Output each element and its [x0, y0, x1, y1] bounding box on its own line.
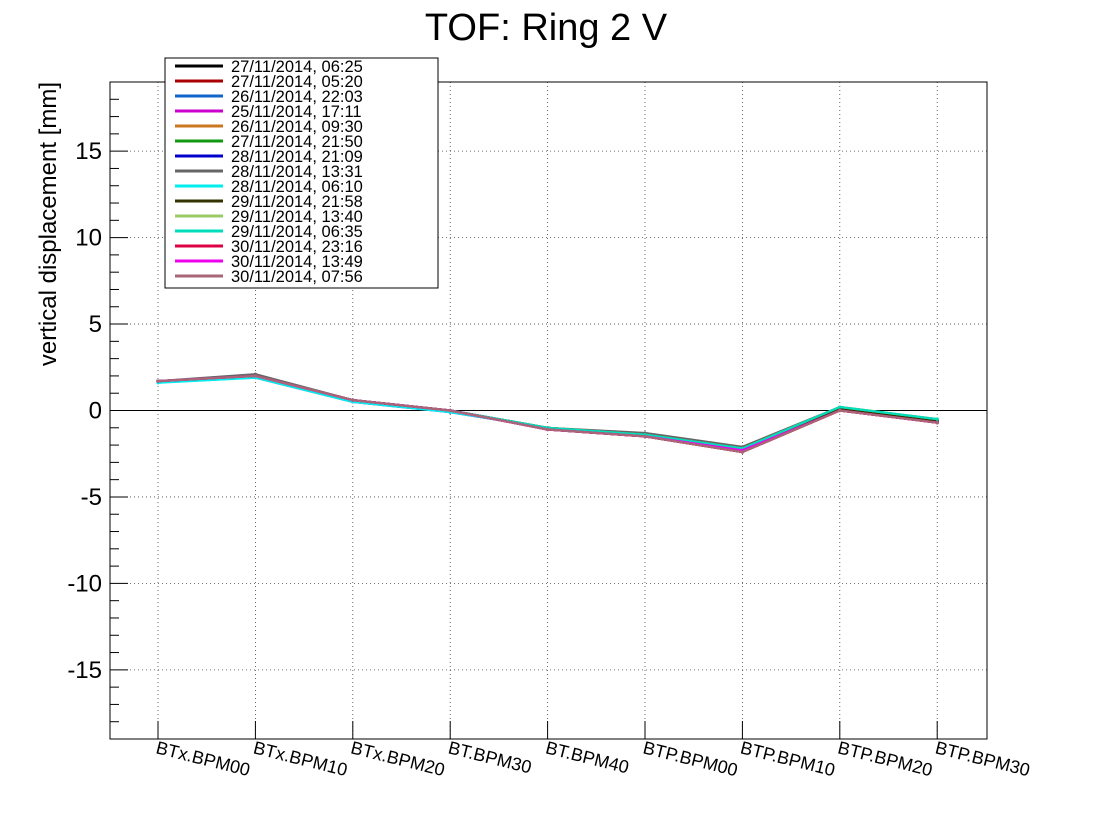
- x-tick-label: BTx.BPM20: [349, 737, 447, 780]
- legend-label: 30/11/2014, 13:49: [231, 253, 363, 271]
- data-point: [253, 374, 257, 378]
- data-point: [838, 405, 842, 409]
- y-tick-label: -5: [81, 484, 102, 511]
- series-line: [157, 376, 938, 450]
- y-tick-label: -10: [67, 570, 102, 597]
- series-line: [157, 374, 938, 452]
- x-tick-label: BTx.BPM10: [251, 737, 349, 780]
- legend-label: 26/11/2014, 22:03: [231, 88, 363, 106]
- data-point: [643, 434, 647, 439]
- chart-title: TOF: Ring 2 V: [425, 7, 668, 49]
- y-axis-label: vertical displacement [mm]: [35, 82, 62, 366]
- data-point: [838, 408, 842, 413]
- legend-label: 28/11/2014, 21:09: [231, 148, 363, 166]
- data-point: [156, 379, 160, 383]
- x-tick-label: BT.BPM30: [446, 737, 533, 777]
- series-group: [156, 374, 939, 452]
- series-line: [157, 374, 938, 452]
- x-axis: BTx.BPM00 BTx.BPM10 BTx.BPM20 BT.BPM30 BT.BP…: [154, 721, 1032, 780]
- y-tick-label: 5: [89, 311, 102, 338]
- y-tick-label: -15: [67, 657, 102, 684]
- legend-label: 30/11/2014, 23:16: [231, 238, 363, 256]
- series-group: [156, 374, 939, 454]
- data-point: [740, 450, 745, 454]
- y-tick-label: 10: [75, 225, 102, 252]
- data-point: [351, 398, 355, 402]
- series-layer: [156, 372, 939, 454]
- legend-label: 27/11/2014, 06:25: [231, 58, 363, 76]
- legend-label: 29/11/2014, 21:58: [231, 193, 363, 211]
- data-point: [935, 421, 939, 425]
- x-tick-label: BT.BPM40: [544, 737, 631, 777]
- legend-label: 28/11/2014, 13:31: [231, 163, 363, 181]
- legend-label: 27/11/2014, 21:50: [231, 133, 363, 151]
- legend-label: 27/11/2014, 05:20: [231, 73, 363, 91]
- legend-label: 30/11/2014, 07:56: [231, 268, 363, 286]
- series-line: [157, 374, 938, 452]
- y-tick-label: 15: [75, 138, 102, 165]
- y-axis: -15 -10 -5 0 5 10 15: [67, 81, 128, 740]
- x-tick-label: BTP.BPM30: [933, 737, 1032, 780]
- legend-label: 25/11/2014, 17:11: [231, 103, 362, 121]
- series-group: [156, 374, 939, 452]
- legend-label: 28/11/2014, 06:10: [231, 178, 363, 196]
- x-tick-label: BTx.BPM00: [154, 737, 252, 780]
- data-point: [448, 408, 452, 413]
- series-group: [156, 374, 939, 452]
- legend-label: 26/11/2014, 09:30: [231, 118, 363, 136]
- series-group: [156, 376, 939, 451]
- legend-label: 29/11/2014, 13:40: [231, 208, 363, 226]
- data-point: [546, 427, 550, 432]
- x-tick-label: BTP.BPM20: [836, 737, 935, 780]
- data-point: [935, 417, 939, 421]
- x-tick-label: BTP.BPM10: [738, 737, 837, 780]
- y-tick-label: 0: [89, 398, 102, 425]
- legend-label: 29/11/2014, 06:35: [231, 223, 363, 241]
- x-tick-label: BTP.BPM00: [641, 737, 740, 780]
